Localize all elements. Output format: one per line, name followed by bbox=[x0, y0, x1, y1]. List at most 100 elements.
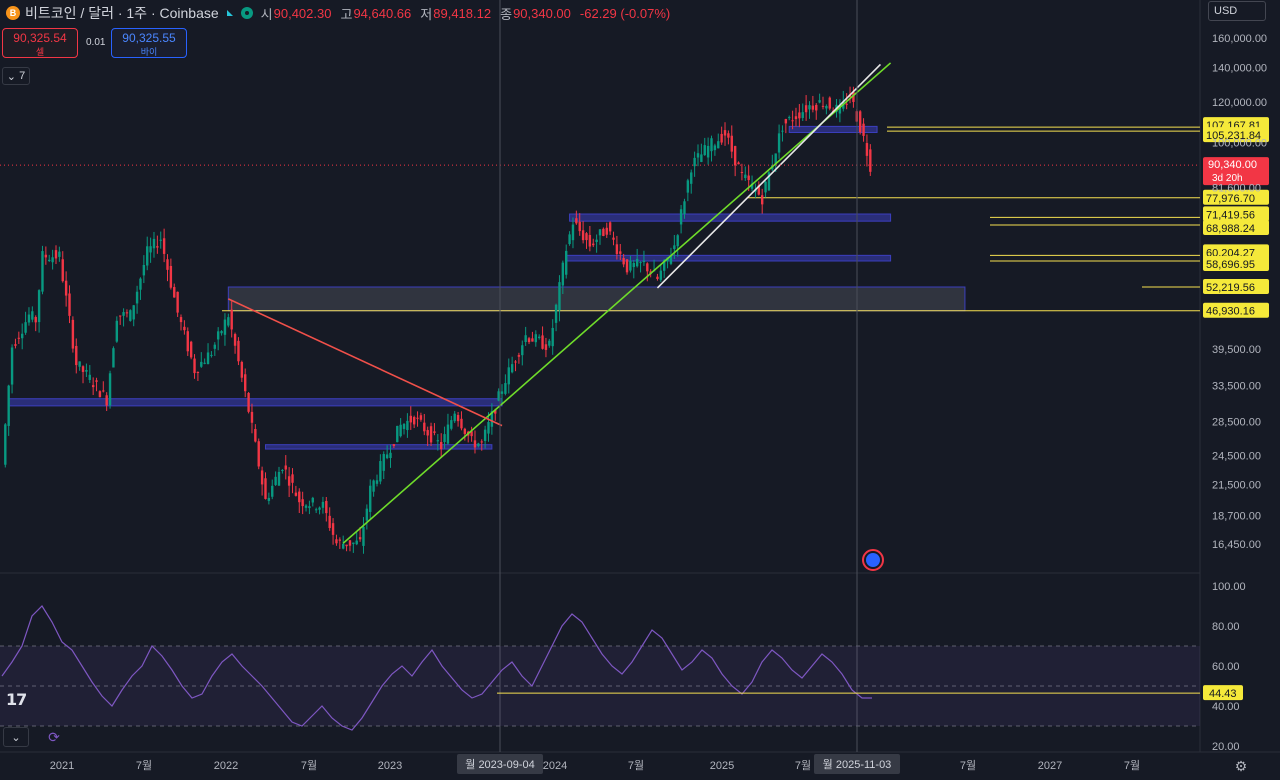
candle-body bbox=[81, 366, 85, 372]
candle-body bbox=[105, 395, 108, 406]
support-zone bbox=[227, 286, 966, 312]
buy-button[interactable]: 90,325.55 바이 bbox=[111, 28, 187, 58]
candle-body bbox=[274, 476, 277, 485]
candle-body bbox=[385, 454, 389, 459]
candle-body bbox=[271, 485, 274, 497]
close-value: 90,340.00 bbox=[513, 5, 571, 21]
candle-body bbox=[294, 492, 298, 496]
candle-body bbox=[700, 154, 703, 162]
candle-body bbox=[845, 103, 848, 105]
candle-body bbox=[625, 259, 629, 273]
candle-body bbox=[706, 145, 710, 158]
candle-body bbox=[838, 105, 842, 114]
candle-body bbox=[112, 348, 115, 368]
price-level-tag bbox=[1203, 244, 1269, 260]
candle-body bbox=[554, 304, 558, 323]
candle-body bbox=[142, 264, 146, 276]
candle-body bbox=[419, 415, 423, 420]
candle-body bbox=[166, 259, 169, 270]
candle-body bbox=[798, 112, 801, 119]
candle-body bbox=[223, 319, 227, 335]
time-tick-label: 7월 bbox=[795, 759, 811, 772]
candle-body bbox=[737, 162, 740, 165]
candle-body bbox=[767, 172, 771, 191]
candle-body bbox=[156, 246, 159, 248]
price-tick-label: 100,000.00 bbox=[1212, 137, 1267, 149]
candle-body bbox=[510, 364, 514, 373]
candle-body bbox=[102, 390, 105, 392]
collapse-button[interactable]: ⌄ bbox=[3, 727, 29, 747]
candle-body bbox=[331, 523, 335, 535]
candle-body bbox=[17, 337, 21, 339]
chevron-down-icon: ⌄ bbox=[6, 70, 17, 83]
symbol-header: B 비트코인 / 달러 · 1주 · Coinbase 시 90,402.30 고… bbox=[0, 0, 670, 26]
support-zone bbox=[264, 444, 493, 450]
candle-body bbox=[619, 251, 622, 254]
candle-body bbox=[240, 361, 244, 378]
market-status-icon[interactable] bbox=[240, 7, 253, 19]
indicators-toggle[interactable]: ⌄ 7 bbox=[2, 67, 30, 85]
candle-body bbox=[561, 262, 565, 286]
candle-body bbox=[794, 116, 798, 120]
price-level-tag bbox=[1203, 220, 1269, 236]
time-tick-label: 7월 bbox=[301, 759, 317, 772]
candle-body bbox=[808, 105, 811, 110]
low-label: 저 bbox=[420, 6, 433, 22]
candle-body bbox=[757, 185, 761, 195]
bitcoin-icon: B bbox=[6, 6, 20, 20]
candle-body bbox=[237, 340, 240, 362]
candle-body bbox=[744, 174, 747, 179]
candle-body bbox=[260, 470, 264, 485]
candle-body bbox=[686, 180, 690, 193]
candle-body bbox=[345, 544, 348, 547]
candle-body bbox=[314, 509, 318, 511]
countdown-label: 3d 20h bbox=[1212, 173, 1243, 184]
flag-icon[interactable] bbox=[226, 10, 233, 16]
candle-body bbox=[392, 444, 396, 447]
white-trendline bbox=[656, 63, 882, 289]
tradingview-logo-icon: 17 bbox=[6, 690, 27, 709]
candle-body bbox=[693, 157, 696, 167]
candle-body bbox=[673, 245, 676, 249]
candle-body bbox=[233, 334, 237, 346]
candle-body bbox=[399, 424, 402, 437]
candle-body bbox=[213, 344, 217, 349]
rsi-tick-label: 40.00 bbox=[1212, 701, 1240, 713]
candle-body bbox=[717, 141, 720, 149]
candle-body bbox=[348, 540, 352, 546]
candle-body bbox=[304, 505, 308, 508]
candle-body bbox=[34, 317, 37, 323]
candle-body bbox=[622, 257, 625, 265]
price-level-tag bbox=[1203, 127, 1269, 143]
candle-body bbox=[612, 237, 615, 240]
candle-body bbox=[176, 291, 179, 313]
candle-body bbox=[328, 515, 331, 529]
candle-body bbox=[14, 344, 17, 346]
symbol-title[interactable]: 비트코인 / 달러 · 1주 · Coinbase bbox=[25, 5, 219, 21]
candle-body bbox=[605, 227, 608, 235]
candle-body bbox=[740, 172, 744, 174]
candle-body bbox=[473, 440, 477, 448]
candle-body bbox=[456, 415, 460, 422]
candle-body bbox=[88, 374, 91, 380]
candle-body bbox=[592, 243, 595, 246]
sync-icon[interactable]: ⟳ bbox=[48, 728, 60, 745]
currency-select[interactable]: USD bbox=[1208, 1, 1266, 21]
candle-body bbox=[54, 250, 58, 259]
candle-body bbox=[642, 260, 646, 263]
sell-button[interactable]: 90,325.54 셀 bbox=[2, 28, 78, 58]
currency-label: USD bbox=[1214, 5, 1238, 17]
candle-body bbox=[747, 175, 750, 181]
gear-icon[interactable]: ⚙ bbox=[1234, 757, 1248, 774]
candle-body bbox=[531, 338, 534, 342]
candle-body bbox=[406, 420, 409, 431]
candle-body bbox=[480, 441, 483, 443]
candle-body bbox=[690, 172, 693, 184]
candle-body bbox=[588, 234, 592, 247]
candle-body bbox=[129, 310, 132, 321]
price-tick-label: 39,500.00 bbox=[1212, 344, 1261, 356]
candle-body bbox=[115, 320, 119, 342]
candle-body bbox=[139, 278, 142, 290]
indicators-count: 7 bbox=[19, 70, 26, 82]
